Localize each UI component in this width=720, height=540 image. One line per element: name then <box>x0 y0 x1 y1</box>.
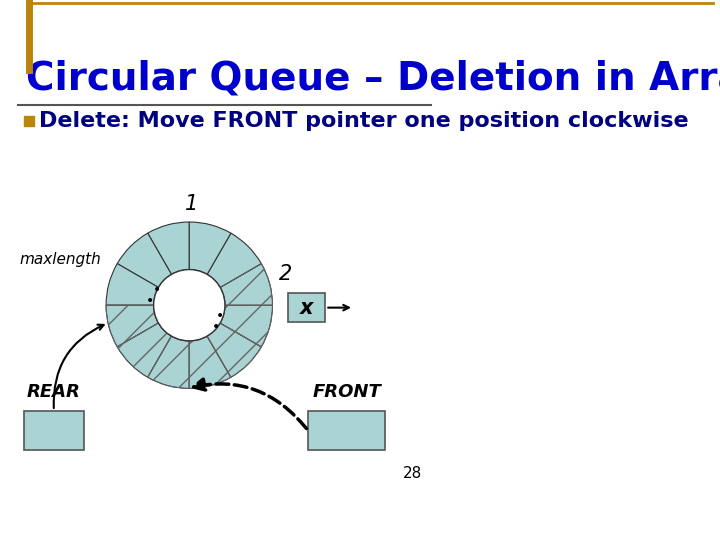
Wedge shape <box>207 233 261 287</box>
Text: •: • <box>212 320 220 334</box>
Text: 1: 1 <box>185 194 198 214</box>
Wedge shape <box>106 264 158 305</box>
Text: x: x <box>300 298 313 318</box>
FancyBboxPatch shape <box>24 411 84 450</box>
Wedge shape <box>189 336 231 388</box>
Text: 2: 2 <box>279 264 292 284</box>
Wedge shape <box>220 264 272 305</box>
FancyBboxPatch shape <box>308 411 385 450</box>
Text: maxlength: maxlength <box>20 252 102 267</box>
FancyBboxPatch shape <box>24 116 34 126</box>
Wedge shape <box>106 305 158 347</box>
FancyBboxPatch shape <box>288 293 325 322</box>
Text: •: • <box>153 283 161 297</box>
Text: REAR: REAR <box>27 383 81 401</box>
Wedge shape <box>189 222 231 274</box>
Text: •: • <box>215 309 224 323</box>
Circle shape <box>153 269 225 341</box>
Wedge shape <box>117 233 171 287</box>
Wedge shape <box>117 323 171 377</box>
Wedge shape <box>148 222 189 274</box>
Text: FRONT: FRONT <box>312 383 381 401</box>
Text: •: • <box>146 294 154 308</box>
Wedge shape <box>220 305 272 347</box>
Text: 28: 28 <box>403 467 423 481</box>
Text: Delete: Move FRONT pointer one position clockwise: Delete: Move FRONT pointer one position … <box>39 111 688 131</box>
Wedge shape <box>148 336 189 388</box>
Wedge shape <box>207 323 261 377</box>
Text: Circular Queue – Deletion in Array: Circular Queue – Deletion in Array <box>27 59 720 98</box>
